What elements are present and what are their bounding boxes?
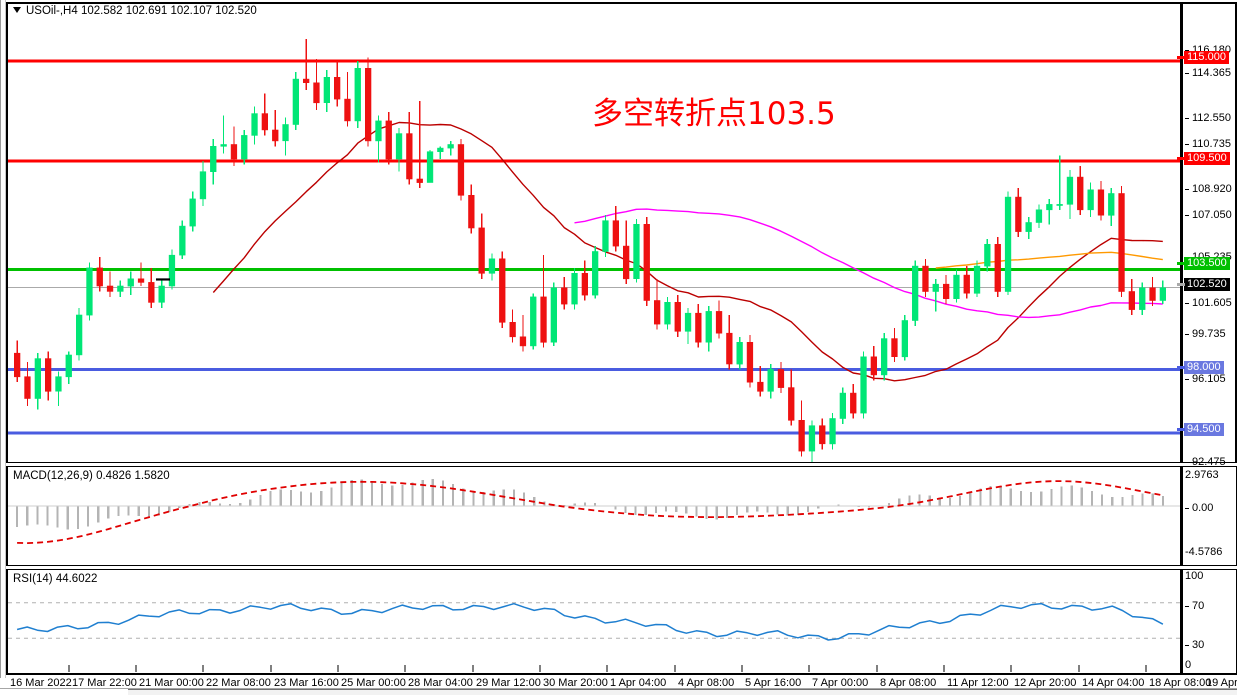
macd-panel[interactable] [6, 466, 1181, 566]
triangle-down-icon[interactable] [13, 6, 21, 13]
price-chart-panel[interactable] [6, 2, 1181, 463]
time-axis-label: 25 Mar 00:00 [341, 677, 406, 689]
time-axis-label: 5 Apr 16:00 [745, 677, 802, 689]
time-axis-label: 8 Apr 08:00 [880, 677, 937, 689]
price-level-tag[interactable]: 94.500 [1184, 423, 1224, 436]
price-level-marker [1177, 157, 1185, 160]
macd-tick: 0.00 [1185, 503, 1213, 514]
price-level-marker [1177, 428, 1185, 431]
scrollbar-thumb[interactable] [128, 689, 1237, 695]
window-left-border [0, 0, 6, 678]
time-axis-label: 14 Apr 04:00 [1082, 677, 1145, 689]
price-level-marker [1177, 366, 1185, 369]
time-axis-label: 16 Mar 2022 [10, 677, 72, 689]
price-tick: 107.050 [1185, 210, 1232, 221]
rsi-scale-axis[interactable]: 100 70 30 0 [1181, 569, 1237, 674]
price-scale-axis[interactable]: 116.180 114.365 112.550 110.735 108.920 107.0… [1177, 2, 1237, 468]
price-level-tag[interactable]: 109.500 [1184, 152, 1230, 165]
horizontal-scrollbar[interactable] [0, 688, 1237, 695]
macd-plot [8, 479, 1180, 545]
time-axis-label: 7 Apr 00:00 [812, 677, 869, 689]
macd-tick: 2.9763 [1185, 469, 1219, 481]
time-axis-label: 1 Apr 04:00 [610, 677, 667, 689]
symbol-header: USOil-,H4 102.582 102.691 102.107 102.52… [13, 5, 257, 17]
time-axis-label: 19 Apr 16:00 [1206, 677, 1237, 689]
rsi-header: RSI(14) 44.6022 [13, 573, 98, 585]
macd-scale-axis[interactable]: 2.9763 0.00 -4.5786 [1181, 466, 1237, 566]
price-level-tag[interactable]: 115.000 [1184, 51, 1229, 64]
time-axis-label: 17 Mar 22:00 [72, 677, 137, 689]
time-axis-label: 18 Apr 08:00 [1149, 677, 1212, 689]
macd-tick: -4.5786 [1185, 546, 1223, 558]
price-level-tag[interactable]: 98.000 [1184, 361, 1224, 374]
chart-annotation: 多空转折点103.5 [592, 96, 836, 132]
price-tick: 96.105 [1185, 374, 1226, 385]
price-level-marker [1177, 283, 1185, 286]
time-axis-label: 29 Mar 12:00 [476, 677, 541, 689]
time-axis-label: 12 Apr 20:00 [1014, 677, 1077, 689]
rsi-tick: 0 [1185, 659, 1192, 671]
price-level-tag[interactable]: 102.520 [1184, 278, 1230, 291]
macd-header: MACD(12,26,9) 0.4826 1.5820 [13, 470, 170, 482]
price-level-marker [1177, 56, 1185, 59]
rsi-tick: 100 [1185, 570, 1204, 582]
rsi-panel[interactable] [6, 569, 1181, 674]
time-axis-label: 21 Mar 00:00 [139, 677, 204, 689]
time-axis-label: 30 Mar 20:00 [543, 677, 608, 689]
price-tick: 110.735 [1185, 139, 1231, 150]
time-axis-label: 23 Mar 16:00 [274, 677, 339, 689]
price-tick: 112.550 [1185, 113, 1231, 124]
price-tick: 114.365 [1185, 68, 1231, 79]
rsi-tick: 70 [1185, 601, 1204, 612]
rsi-plot [8, 602, 1180, 672]
time-axis[interactable]: 16 Mar 2022 17 Mar 22:00 21 Mar 00:00 22 Ma… [6, 674, 1237, 691]
price-level-marker [1177, 262, 1185, 265]
price-tick: 92.475 [1185, 457, 1226, 468]
time-axis-label: 11 Apr 12:00 [947, 677, 1009, 689]
price-tick: 101.605 [1185, 298, 1232, 309]
price-plot [8, 39, 1180, 462]
price-tick: 99.735 [1185, 329, 1226, 340]
time-axis-label: 28 Mar 04:00 [408, 677, 473, 689]
time-axis-label: 22 Mar 08:00 [206, 677, 271, 689]
symbol-ohlc-text: USOil-,H4 102.582 102.691 102.107 102.52… [26, 5, 257, 17]
price-tick: 108.920 [1185, 184, 1232, 195]
time-axis-label: 4 Apr 08:00 [678, 677, 735, 689]
price-level-tag[interactable]: 103.500 [1184, 257, 1230, 270]
price-tick: 116.180 [1185, 45, 1231, 56]
rsi-tick: 30 [1185, 640, 1204, 651]
